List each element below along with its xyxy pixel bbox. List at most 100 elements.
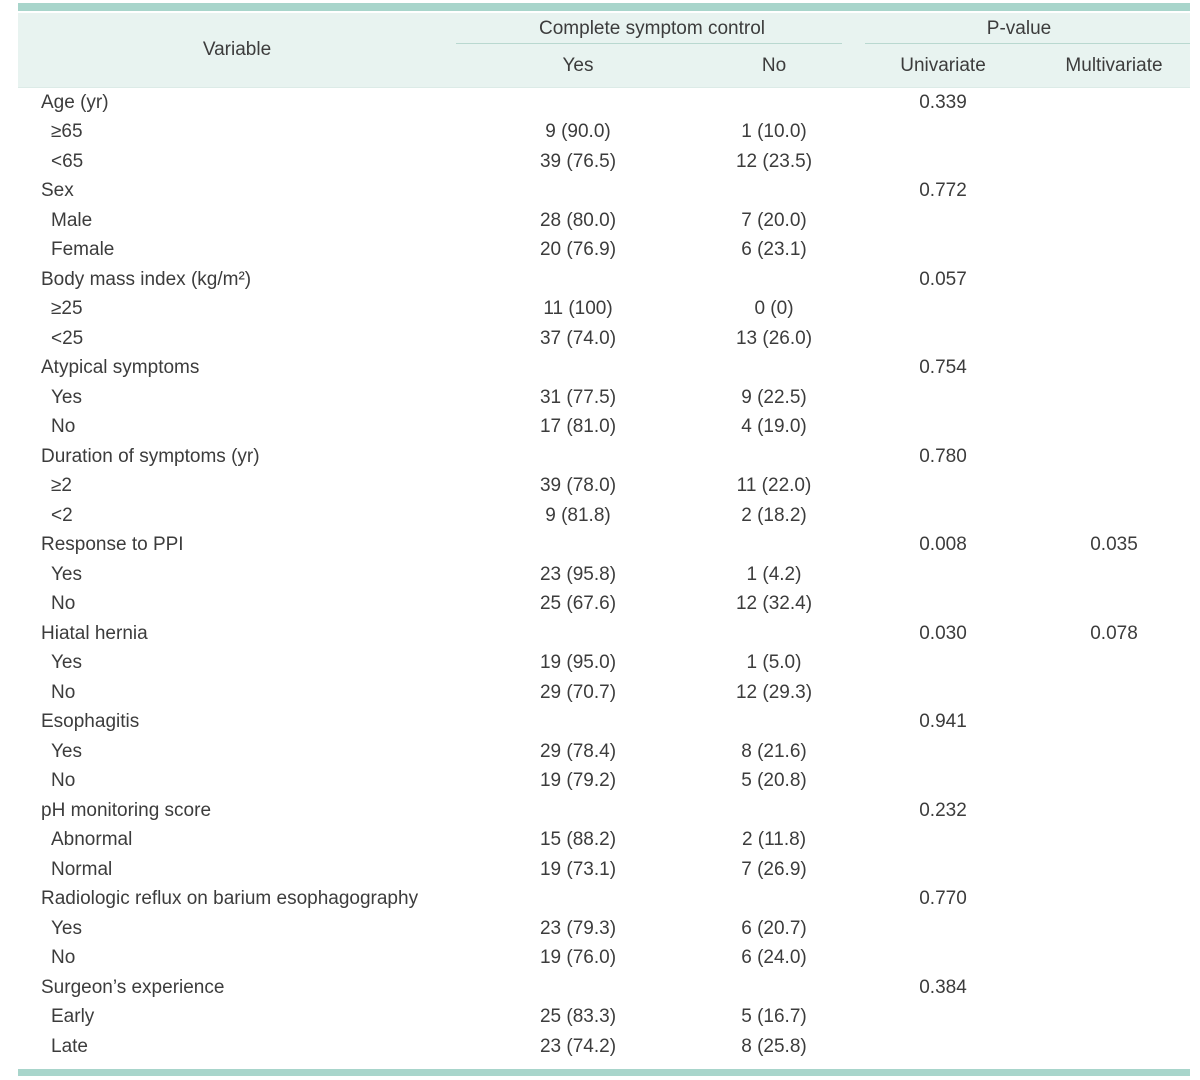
cell-yes: 29 (78.4) (539, 740, 617, 762)
cell-no: 13 (26.0) (735, 327, 813, 349)
cell-variable: Age (yr) (41, 91, 109, 113)
table-row: Response to PPI 0.008 0.035 (18, 531, 1190, 561)
cell-yes: 25 (67.6) (539, 593, 617, 615)
cell-yes: 19 (79.2) (539, 770, 617, 792)
cell-univariate: 0.008 (919, 534, 967, 556)
table-body: Age (yr) 0.339 ≥65 9 (90.0) 1 (10.0) <65… (18, 88, 1190, 1062)
cell-no: 6 (24.0) (741, 947, 807, 969)
cell-variable: No (51, 770, 76, 792)
cell-yes: 23 (79.3) (539, 917, 617, 939)
table-row: No 17 (81.0) 4 (19.0) (18, 413, 1190, 443)
cell-univariate: 0.780 (919, 445, 967, 467)
cell-no: 11 (22.0) (736, 475, 812, 497)
table-row: Abnormal 15 (88.2) 2 (11.8) (18, 826, 1190, 856)
table-row: Hiatal hernia 0.030 0.078 (18, 619, 1190, 649)
table-row: Yes 31 (77.5) 9 (22.5) (18, 383, 1190, 413)
cell-variable: Esophagitis (41, 711, 140, 733)
cell-no: 0 (0) (754, 298, 794, 320)
table-row: Late 23 (74.2) 8 (25.8) (18, 1032, 1190, 1062)
cell-yes: 25 (83.3) (539, 1006, 617, 1028)
outcome-table: Variable Complete symptom control P-valu… (18, 3, 1190, 1076)
table-row: Normal 19 (73.1) 7 (26.9) (18, 855, 1190, 885)
cell-no: 8 (21.6) (741, 740, 807, 762)
cell-no: 1 (10.0) (741, 121, 807, 143)
cell-variable: Yes (51, 740, 82, 762)
cell-yes: 9 (81.8) (545, 504, 611, 526)
table-row: ≥2 39 (78.0) 11 (22.0) (18, 472, 1190, 502)
cell-univariate: 0.339 (919, 91, 967, 113)
table-top-rule (18, 3, 1190, 11)
column-header-multivariate: Multivariate (1065, 54, 1163, 76)
cell-yes: 39 (76.5) (539, 150, 617, 172)
cell-no: 2 (11.8) (741, 829, 807, 851)
cell-variable: Late (51, 1035, 88, 1057)
cell-univariate: 0.754 (919, 357, 967, 379)
table-row: No 25 (67.6) 12 (32.4) (18, 590, 1190, 620)
cell-variable: <25 (51, 327, 84, 349)
cell-variable: Normal (51, 858, 113, 880)
cell-yes: 23 (74.2) (539, 1035, 617, 1057)
cell-variable: Yes (51, 386, 82, 408)
cell-variable: Yes (51, 917, 82, 939)
cell-variable: No (51, 681, 76, 703)
cell-variable: No (51, 416, 76, 438)
cell-variable: <2 (51, 504, 73, 526)
cell-no: 2 (18.2) (741, 504, 807, 526)
cell-no: 4 (19.0) (741, 416, 807, 438)
table-row: Atypical symptoms 0.754 (18, 354, 1190, 384)
table-row: No 19 (79.2) 5 (20.8) (18, 767, 1190, 797)
cell-yes: 19 (95.0) (539, 652, 617, 674)
table-row: Sex 0.772 (18, 177, 1190, 207)
table-row: Early 25 (83.3) 5 (16.7) (18, 1003, 1190, 1033)
table-row: Radiologic reflux on barium esophagograp… (18, 885, 1190, 915)
cell-variable: Response to PPI (41, 534, 184, 556)
cell-no: 12 (32.4) (735, 593, 813, 615)
cell-yes: 39 (78.0) (539, 475, 617, 497)
column-group-p-value: P-value (848, 13, 1190, 44)
cell-no: 6 (23.1) (741, 239, 807, 261)
cell-variable: ≥2 (51, 475, 72, 497)
cell-yes: 9 (90.0) (545, 121, 611, 143)
cell-variable: <65 (51, 150, 84, 172)
cell-variable: ≥65 (51, 121, 83, 143)
cell-variable: Hiatal hernia (41, 622, 148, 644)
cell-yes: 19 (73.1) (539, 858, 617, 880)
table-bottom-rule (18, 1068, 1190, 1076)
cell-no: 9 (22.5) (741, 386, 807, 408)
table-row: Age (yr) 0.339 (18, 88, 1190, 118)
cell-no: 6 (20.7) (741, 917, 807, 939)
table-row: <2 9 (81.8) 2 (18.2) (18, 501, 1190, 531)
table-row: Surgeon’s experience 0.384 (18, 973, 1190, 1003)
cell-no: 12 (23.5) (735, 150, 813, 172)
table-row: ≥25 11 (100) 0 (0) (18, 295, 1190, 325)
cell-yes: 15 (88.2) (539, 829, 617, 851)
cell-multivariate: 0.078 (1090, 622, 1138, 644)
cell-univariate: 0.770 (919, 888, 967, 910)
table-row: Yes 23 (95.8) 1 (4.2) (18, 560, 1190, 590)
table-row: Male 28 (80.0) 7 (20.0) (18, 206, 1190, 236)
cell-univariate: 0.232 (919, 799, 967, 821)
cell-variable: Sex (41, 180, 74, 202)
cell-no: 7 (20.0) (741, 209, 807, 231)
cell-variable: No (51, 593, 76, 615)
cell-variable: Yes (51, 563, 82, 585)
table-header: Variable Complete symptom control P-valu… (18, 13, 1190, 88)
cell-variable: Body mass index (kg/m²) (41, 268, 252, 290)
cell-variable: Yes (51, 652, 82, 674)
column-group-complete-symptom-control: Complete symptom control (456, 13, 848, 44)
table-row: Yes 23 (79.3) 6 (20.7) (18, 914, 1190, 944)
cell-no: 12 (29.3) (735, 681, 813, 703)
table-row: <25 37 (74.0) 13 (26.0) (18, 324, 1190, 354)
table-row: No 29 (70.7) 12 (29.3) (18, 678, 1190, 708)
column-header-variable: Variable (202, 39, 272, 60)
cell-variable: Female (51, 239, 115, 261)
cell-variable: Abnormal (51, 829, 133, 851)
cell-no: 7 (26.9) (741, 858, 807, 880)
table-row: pH monitoring score 0.232 (18, 796, 1190, 826)
table-row: ≥65 9 (90.0) 1 (10.0) (18, 118, 1190, 148)
table-row: No 19 (76.0) 6 (24.0) (18, 944, 1190, 974)
cell-no: 8 (25.8) (741, 1035, 807, 1057)
cell-yes: 37 (74.0) (539, 327, 617, 349)
cell-variable: Early (51, 1006, 95, 1028)
